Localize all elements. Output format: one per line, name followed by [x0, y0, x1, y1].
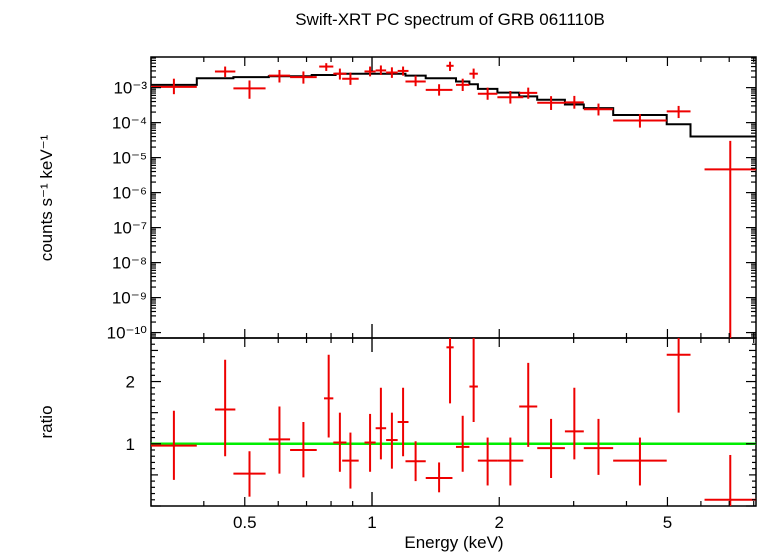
spectrum-point	[425, 84, 453, 96]
y-tick-label: 10⁻¹⁰	[107, 324, 148, 343]
ratio-point	[324, 354, 334, 438]
x-tick-label: 5	[663, 513, 672, 532]
ratio-point	[375, 387, 387, 460]
spectrum-point	[364, 66, 376, 77]
spectrum-point	[333, 68, 347, 80]
ratio-point	[405, 441, 426, 482]
axis-ticks	[150, 57, 756, 507]
spectrum-point	[375, 65, 387, 75]
ratio-point	[151, 410, 197, 480]
ratio-point	[666, 338, 691, 413]
spectrum-point	[564, 95, 584, 109]
x-tick-label: 0.5	[233, 513, 257, 532]
ratio-point	[537, 418, 565, 478]
y-tick-label: 10⁻⁷	[113, 219, 147, 238]
spectrum-point	[233, 80, 266, 99]
y-tick-label: 10⁻⁶	[112, 184, 147, 203]
ratio-point	[425, 462, 453, 493]
y-tick-label: 10⁻³	[113, 79, 147, 98]
spectrum-point	[477, 87, 498, 100]
ratio-point	[613, 437, 667, 486]
spectrum-point	[397, 66, 409, 76]
spectrum-point	[666, 105, 691, 119]
spectrum-point	[497, 91, 524, 104]
ratio-point	[497, 437, 524, 486]
y-tick-label: 10⁻⁹	[112, 289, 147, 308]
ratio-point	[386, 412, 398, 469]
y-tick-label: 10⁻⁵	[112, 149, 147, 168]
y-tick-label: 10⁻⁸	[112, 254, 147, 273]
x-tick-label: 2	[495, 513, 504, 532]
spectrum-point	[290, 71, 317, 84]
spectrum-point	[537, 96, 565, 110]
ratio-point	[519, 362, 538, 447]
ratio-point	[397, 387, 409, 457]
y-tick-label: 10⁻⁴	[112, 114, 147, 133]
x-tick-label: 1	[367, 513, 376, 532]
ratio-point	[268, 406, 291, 474]
spectrum-point	[151, 78, 197, 95]
ratio-point	[469, 338, 478, 422]
top-y-axis-label: counts s⁻¹ keV⁻¹	[37, 134, 56, 261]
ratio-point	[342, 432, 359, 489]
spectrum-point	[583, 103, 614, 116]
spectrum-point	[469, 68, 478, 79]
ratio-point	[564, 387, 584, 460]
spectrum-point	[455, 78, 470, 92]
ratio-point	[364, 413, 376, 472]
ratio-point	[704, 454, 756, 506]
spectrum-point	[268, 69, 291, 83]
ratio-tick-label: 2	[126, 373, 135, 392]
spectrum-point	[446, 61, 454, 71]
spectrum-point	[319, 63, 334, 71]
ratio-point	[233, 451, 266, 497]
ratio-panel-frame	[150, 337, 757, 507]
spectrum-point	[613, 114, 667, 128]
spectrum-data-points	[151, 61, 756, 338]
ratio-point	[290, 422, 317, 478]
ratio-point	[455, 415, 470, 472]
spectrum-point	[405, 75, 426, 87]
ratio-point	[333, 412, 347, 472]
chart-title: Swift-XRT PC spectrum of GRB 061110B	[295, 10, 605, 29]
ratio-tick-label: 1	[126, 435, 135, 454]
tick-labels: 10⁻³ 10⁻⁴ 10⁻⁵ 10⁻⁶ 10⁻⁷ 10⁻⁸ 10⁻⁹ 10⁻¹⁰ 1 2 0.5 1 2…	[107, 79, 673, 532]
ratio-data-points	[151, 338, 756, 506]
spectrum-point	[386, 67, 398, 78]
ratio-point	[477, 437, 498, 486]
spectrum-point	[519, 87, 538, 99]
spectrum-point	[342, 72, 359, 85]
spectrum-point	[214, 66, 236, 78]
ratio-point	[583, 418, 614, 475]
ratio-point	[214, 359, 236, 457]
ratio-point	[446, 338, 454, 404]
spectrum-point	[704, 140, 756, 338]
x-axis-label: Energy (keV)	[404, 533, 503, 552]
bottom-y-axis-label: ratio	[37, 405, 56, 438]
